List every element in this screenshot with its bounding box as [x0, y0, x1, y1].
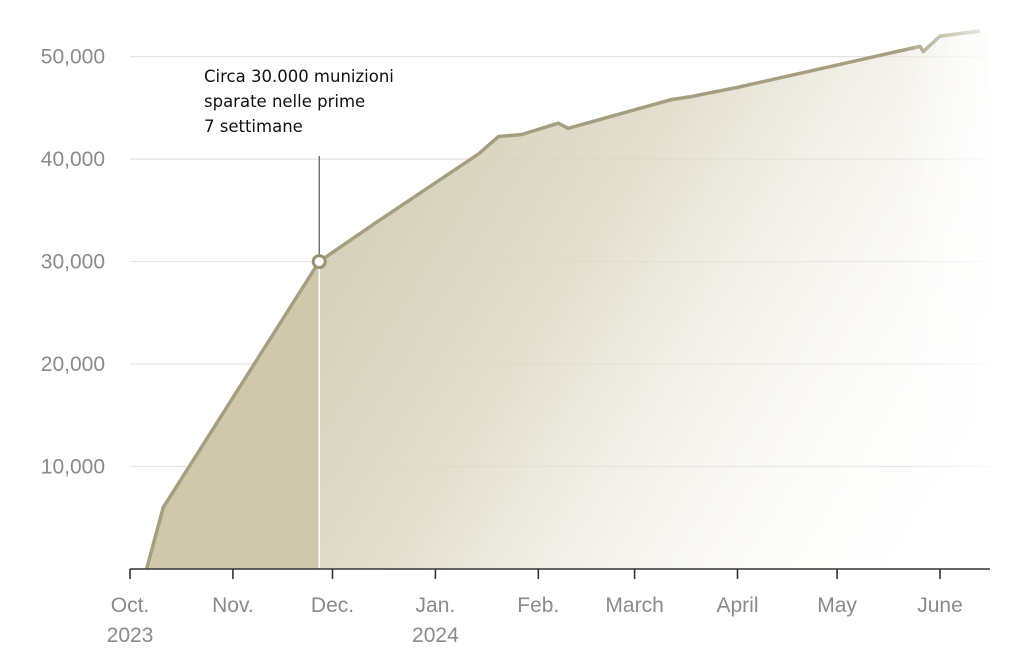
- x-tick-label: June: [917, 594, 963, 617]
- x-tick-year-label: 2023: [107, 624, 154, 647]
- x-tick-year-label: 2024: [412, 624, 459, 647]
- right-edge-fade: [900, 20, 1010, 580]
- x-tick-label: Jan.: [416, 594, 456, 617]
- y-tick-label: 10,000: [41, 456, 105, 479]
- x-tick-label: Dec.: [311, 594, 354, 617]
- x-tick-label: May: [817, 594, 857, 617]
- annotation-text-line: Circa 30.000 munizioni: [204, 67, 394, 86]
- x-tick-label: March: [605, 594, 663, 617]
- x-axis: [129, 568, 990, 579]
- area-gradient-fill: [146, 31, 990, 569]
- y-tick-label: 50,000: [41, 46, 105, 69]
- y-tick-label: 40,000: [41, 148, 105, 171]
- annotation-text-line: sparate nelle prime: [204, 92, 365, 111]
- annotation: Circa 30.000 munizioni sparate nelle prim…: [204, 67, 394, 270]
- y-tick-label: 30,000: [41, 251, 105, 274]
- y-axis-labels: 10,000 20,000 30,000 40,000 50,000: [41, 46, 105, 479]
- x-tick-label: Feb.: [517, 594, 559, 617]
- annotation-text-line: 7 settimane: [204, 117, 303, 136]
- x-tick-label: April: [716, 594, 758, 617]
- x-axis-labels: Oct. 2023 Nov. Dec. Jan. 2024 Feb. March April Ma…: [107, 594, 963, 647]
- y-tick-label: 20,000: [41, 353, 105, 376]
- x-tick-label: Oct.: [111, 594, 150, 617]
- highlight-marker: [311, 254, 327, 270]
- highlight-region: [146, 261, 320, 569]
- x-tick-label: Nov.: [212, 594, 254, 617]
- area-fill: [146, 31, 990, 569]
